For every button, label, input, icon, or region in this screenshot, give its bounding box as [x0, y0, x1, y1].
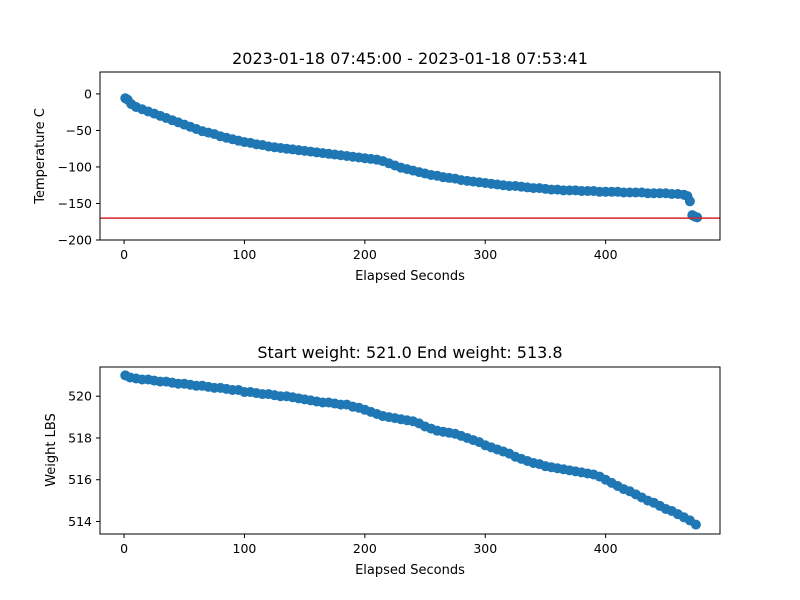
x-tick-label: 400 [594, 247, 618, 262]
plot-frame [99, 366, 721, 535]
x-ticks: 0 100 200 300 400 [120, 240, 618, 262]
data-point [684, 196, 695, 207]
x-tick-label: 100 [233, 541, 257, 556]
x-tick-label: 400 [594, 541, 618, 556]
plot-frame [99, 71, 721, 241]
x-tick-label: 200 [353, 247, 377, 262]
y-ticks: 514 516 518 520 [68, 389, 100, 529]
y-tick-label: 0 [84, 86, 92, 101]
x-tick-label: 200 [353, 541, 377, 556]
y-tick-label: 518 [68, 430, 92, 445]
x-tick-label: 0 [120, 247, 128, 262]
data-points [120, 93, 703, 223]
temperature-subplot: 2023-01-18 07:45:00 - 2023-01-18 07:53:4… [33, 49, 721, 284]
chart-title: Start weight: 521.0 End weight: 513.8 [257, 343, 562, 362]
y-tick-label: −50 [66, 123, 92, 138]
x-tick-label: 300 [473, 247, 497, 262]
y-axis-label: Temperature C [33, 108, 48, 205]
y-tick-label: −200 [58, 233, 92, 248]
y-axis-label: Weight LBS [44, 413, 59, 487]
y-tick-label: 516 [68, 472, 92, 487]
y-tick-label: −100 [58, 159, 92, 174]
x-tick-label: 300 [473, 541, 497, 556]
x-axis-label: Elapsed Seconds [355, 269, 465, 284]
weight-subplot: Start weight: 521.0 End weight: 513.8 0 1… [44, 343, 721, 578]
y-tick-label: 520 [68, 389, 92, 404]
y-tick-label: −150 [58, 196, 92, 211]
x-tick-label: 0 [120, 541, 128, 556]
chart-title: 2023-01-18 07:45:00 - 2023-01-18 07:53:4… [232, 49, 588, 68]
data-point [690, 519, 701, 530]
y-ticks: 0 −50 −100 −150 −200 [58, 86, 100, 248]
x-ticks: 0 100 200 300 400 [120, 534, 618, 556]
y-tick-label: 514 [68, 514, 92, 529]
data-points [120, 370, 701, 530]
x-tick-label: 100 [233, 247, 257, 262]
x-axis-label: Elapsed Seconds [355, 563, 465, 578]
